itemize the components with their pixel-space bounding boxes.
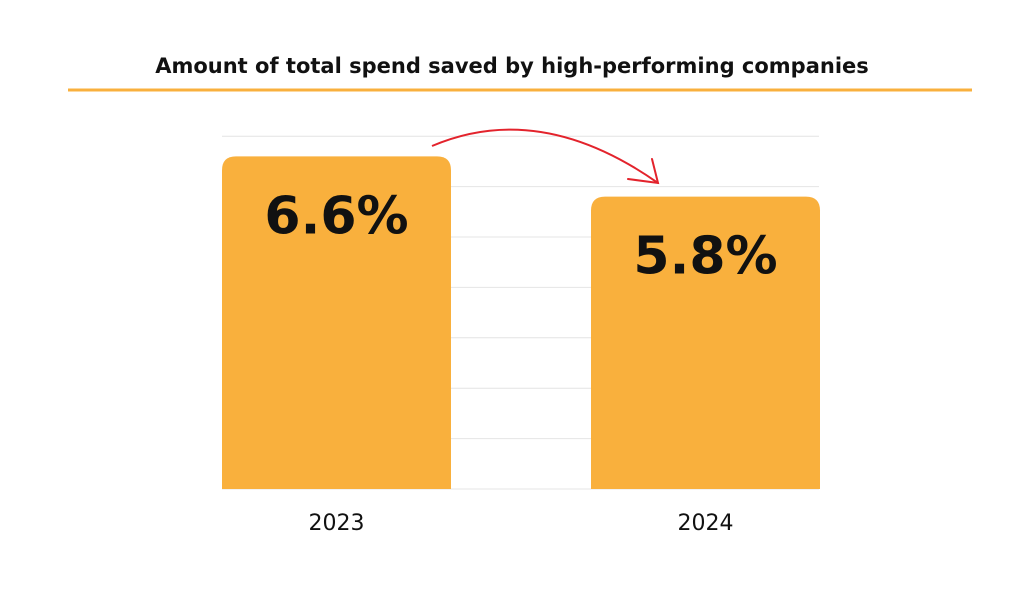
x-tick-label: 2023 — [309, 511, 365, 536]
x-tick-label: 2024 — [678, 511, 734, 536]
data-label: 5.8% — [633, 227, 777, 287]
bar-2024 — [591, 196, 820, 489]
trend-arrow — [431, 128, 659, 184]
bar-2023 — [222, 156, 451, 490]
chart-title: Amount of total spend saved by high-perf… — [155, 54, 869, 78]
arrow-head-icon — [627, 158, 660, 185]
data-label: 6.6% — [264, 186, 408, 246]
